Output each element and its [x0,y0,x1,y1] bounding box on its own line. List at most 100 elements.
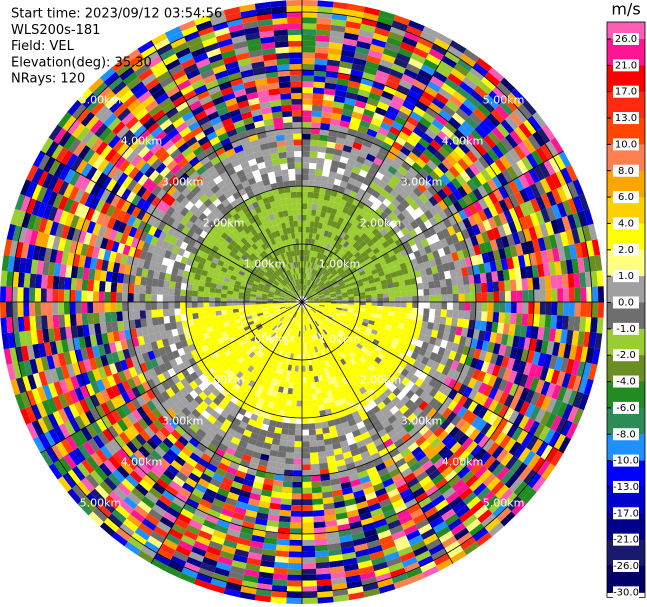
cell [332,154,342,162]
cell [371,298,378,302]
cell [509,130,523,145]
cell [433,38,451,51]
cell [306,318,310,325]
cell [316,157,325,165]
cell [371,38,387,48]
cell [443,386,453,397]
cell [298,360,302,366]
cell [478,394,489,407]
cell [496,507,512,523]
cell [375,345,383,353]
cell [444,50,461,64]
cell [418,347,427,357]
cell [340,358,347,366]
cell [305,306,310,311]
cell [354,302,361,305]
cell [324,319,331,324]
cell [307,303,314,306]
cell [455,174,467,186]
cell [308,417,315,424]
cell [360,336,368,344]
cell [534,365,544,380]
cell [426,343,435,352]
cell [438,199,449,211]
cell [527,453,541,470]
cell [487,442,500,456]
cell [535,441,549,457]
cell [364,220,372,229]
cell [380,405,390,415]
cell [327,332,334,339]
cell [326,390,333,398]
cell [292,382,298,389]
cell [381,240,390,249]
cell [498,379,508,392]
cell [440,255,448,265]
cell [508,148,522,163]
cell [296,400,302,407]
cell [382,344,390,352]
cell [452,500,467,514]
cell [405,529,421,541]
cell [333,234,340,242]
cell [572,408,584,425]
cell [350,116,362,126]
cell [550,369,561,385]
cell [306,388,312,395]
cell [444,169,456,182]
cell [375,251,383,259]
cell [462,397,473,410]
cell [540,208,551,223]
cell [305,267,308,274]
cell [550,415,562,432]
cell [323,320,330,326]
cell [361,277,369,283]
cell [163,316,171,324]
cell [502,222,512,236]
cell [322,311,329,316]
cell [534,302,541,315]
cell [392,387,402,397]
cell [323,290,330,294]
cell [331,261,337,268]
cell [302,261,305,268]
cell [336,353,343,361]
cell [386,335,395,343]
cell [434,257,443,266]
cell [326,182,334,190]
cell [336,367,343,375]
cell [431,97,446,110]
cell [491,127,506,142]
cell [342,206,350,214]
cell [364,103,377,113]
cell [238,298,244,302]
cell [538,162,551,179]
cell [316,17,332,25]
cell [576,226,586,243]
cell [518,141,531,157]
cell [414,216,424,227]
cell [344,347,352,354]
cell [448,203,458,215]
cell [302,557,316,564]
cell [99,280,106,292]
cell [372,81,386,91]
cell [487,302,494,312]
cell [92,291,99,302]
cell [447,214,458,226]
cell [330,269,337,275]
cell [318,344,324,351]
cell [319,462,329,470]
cell [98,302,105,313]
cell [23,272,31,288]
cell [567,389,579,407]
cell [553,433,566,451]
cell [498,199,509,213]
cell [332,317,339,323]
cell [513,481,528,497]
cell [521,432,534,448]
cell [501,421,514,435]
cell [427,367,437,378]
cell [46,302,53,316]
cell [349,231,357,239]
